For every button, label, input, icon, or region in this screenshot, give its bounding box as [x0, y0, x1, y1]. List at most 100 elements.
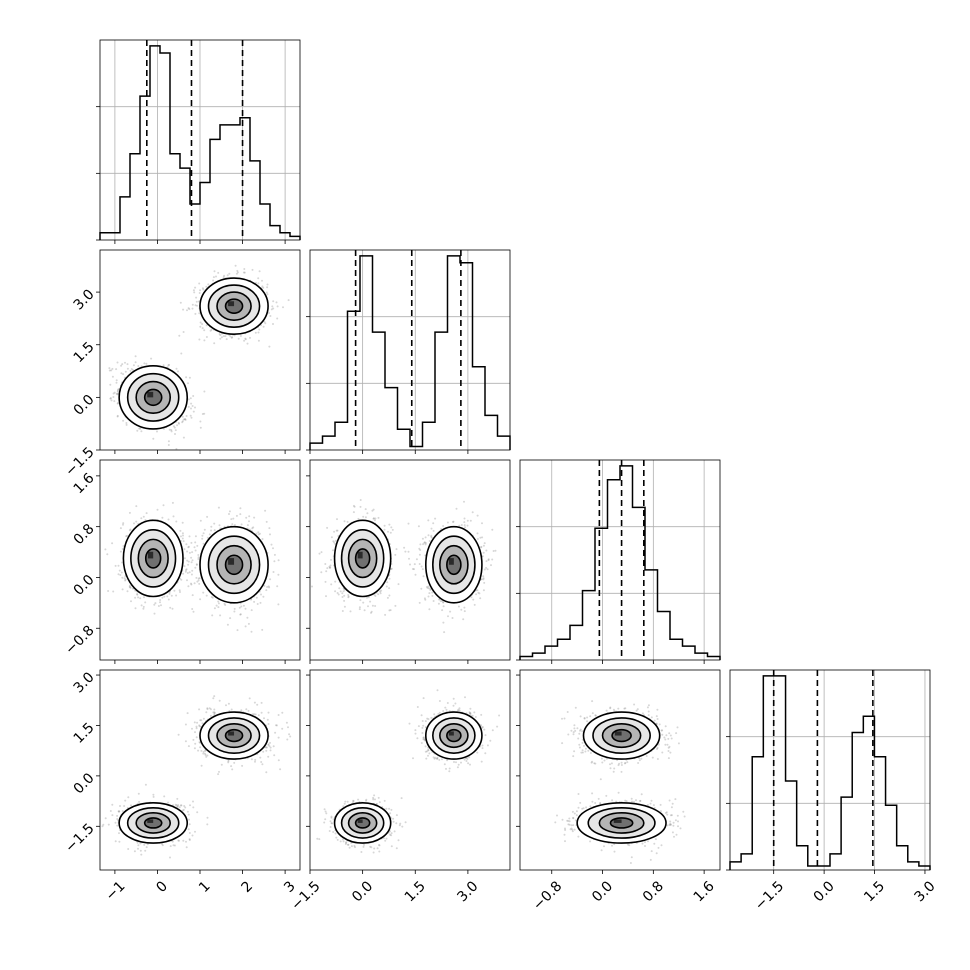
scatter-point: [463, 517, 466, 520]
joint-panel-0-2: [96, 459, 301, 664]
scatter-point: [179, 529, 182, 532]
scatter-point: [424, 542, 427, 544]
contour-line: [126, 372, 180, 422]
scatter-point: [217, 271, 220, 274]
scatter-point: [277, 573, 280, 576]
scatter-point: [341, 596, 344, 598]
scatter-point: [142, 515, 145, 518]
scatter-point: [407, 550, 410, 553]
scatter-point: [128, 529, 131, 532]
scatter-point: [328, 566, 331, 569]
contour-line: [144, 548, 162, 569]
scatter-point: [192, 289, 195, 292]
scatter-point: [352, 504, 355, 507]
scatter-point: [430, 534, 433, 537]
scatter-point: [388, 594, 391, 597]
scatter-point: [183, 565, 186, 568]
scatter-point: [263, 320, 266, 323]
scatter-point: [253, 516, 256, 519]
scatter-point: [159, 601, 161, 604]
scatter-point: [115, 392, 118, 395]
scatter-point: [256, 603, 259, 605]
scatter-point: [115, 379, 118, 382]
scatter-point: [145, 362, 148, 365]
scatter-point: [167, 598, 170, 601]
scatter-point: [233, 524, 236, 526]
scatter-point: [179, 591, 181, 593]
scatter-point: [364, 508, 367, 511]
panel-frame: [519, 459, 721, 661]
scatter-point: [259, 601, 262, 604]
scatter-point: [277, 559, 280, 562]
scatter-point: [186, 572, 189, 574]
scatter-point: [109, 383, 112, 386]
scatter-point: [273, 560, 276, 563]
scatter-point: [248, 515, 251, 518]
scatter-point: [197, 579, 200, 582]
scatter-point: [369, 600, 372, 603]
scatter-point: [334, 590, 337, 593]
scatter-point: [201, 413, 204, 415]
scatter-point: [199, 325, 202, 328]
scatter-point: [205, 324, 208, 327]
scatter-point: [246, 524, 249, 527]
scatter-point: [250, 609, 253, 612]
scatter-point: [213, 607, 216, 610]
scatter-point: [264, 322, 267, 325]
panel-frame: [99, 39, 301, 241]
scatter-point: [476, 589, 479, 592]
scatter-point: [272, 547, 274, 550]
scatter-point: [139, 597, 142, 600]
scatter-point: [476, 538, 479, 540]
scatter-point: [207, 283, 210, 286]
scatter-point: [167, 440, 170, 443]
scatter-point: [265, 520, 268, 523]
scatter-point: [180, 535, 182, 538]
scatter-point: [272, 300, 275, 303]
scatter-point: [178, 422, 180, 425]
scatter-point: [177, 421, 180, 424]
scatter-point: [182, 331, 185, 333]
scatter-point: [336, 529, 339, 532]
scatter-point: [116, 415, 119, 418]
scatter-point: [268, 312, 270, 314]
scatter-point: [219, 334, 222, 337]
scatter-point: [129, 586, 132, 589]
scatter-point: [116, 389, 119, 392]
scatter-point: [194, 304, 197, 307]
scatter-point: [125, 423, 128, 426]
contour-line: [207, 535, 261, 595]
scatter-point: [251, 268, 254, 271]
scatter-point: [196, 304, 198, 307]
scatter-point: [187, 585, 190, 588]
scatter-point: [190, 407, 192, 410]
scatter-point: [463, 500, 465, 503]
scatter-point: [187, 546, 190, 549]
density-core: [228, 301, 235, 307]
scatter-point: [122, 522, 125, 525]
scatter-point: [196, 580, 199, 583]
scatter-point: [161, 516, 164, 519]
scatter-point: [257, 331, 260, 334]
scatter-point: [150, 357, 153, 360]
scatter-point: [426, 587, 429, 589]
scatter-point: [277, 603, 280, 606]
scatter-point: [272, 307, 275, 310]
scatter-point: [142, 605, 145, 608]
scatter-point: [243, 339, 246, 342]
scatter-point: [111, 375, 114, 378]
scatter-point: [170, 594, 173, 597]
density-core: [147, 391, 154, 398]
scatter-point: [420, 587, 423, 590]
scatter-point: [129, 528, 132, 531]
scatter-point: [124, 579, 127, 582]
scatter-point: [201, 323, 204, 325]
scatter-point: [228, 510, 231, 513]
scatter-point: [246, 342, 249, 345]
scatter-point: [224, 604, 227, 606]
scatter-point: [181, 532, 184, 535]
scatter-point: [180, 352, 183, 355]
scatter-point: [187, 398, 190, 401]
hist-panel-1: [306, 249, 511, 454]
scatter-point: [153, 603, 156, 606]
